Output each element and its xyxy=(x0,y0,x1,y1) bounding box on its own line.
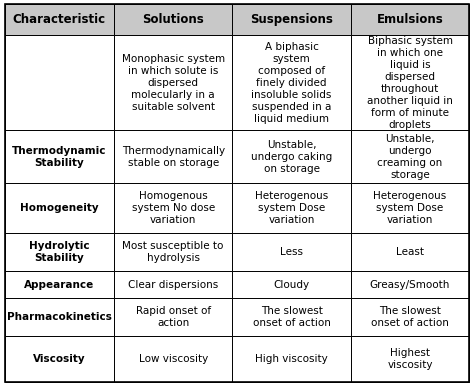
Bar xyxy=(5,271,114,298)
Bar xyxy=(351,183,469,233)
Bar xyxy=(351,233,469,271)
Bar xyxy=(5,336,114,382)
Text: Emulsions: Emulsions xyxy=(377,13,443,26)
Text: Cloudy: Cloudy xyxy=(273,279,310,290)
Bar xyxy=(114,35,232,130)
Text: Monophasic system
in which solute is
dispersed
molecularly in a
suitable solvent: Monophasic system in which solute is dis… xyxy=(121,54,225,112)
Text: Highest
viscosity: Highest viscosity xyxy=(387,348,433,370)
Bar xyxy=(232,35,351,130)
Bar xyxy=(351,130,469,183)
Bar xyxy=(5,4,114,35)
Text: The slowest
onset of action: The slowest onset of action xyxy=(371,306,449,328)
Bar xyxy=(351,35,469,130)
Text: Less: Less xyxy=(280,247,303,257)
Text: Thermodynamic
Stability: Thermodynamic Stability xyxy=(12,146,107,168)
Text: Homogenous
system No dose
variation: Homogenous system No dose variation xyxy=(131,191,215,225)
Text: Thermodynamically
stable on storage: Thermodynamically stable on storage xyxy=(121,146,225,168)
Bar xyxy=(351,336,469,382)
Text: Unstable,
undergo
creaming on
storage: Unstable, undergo creaming on storage xyxy=(377,134,443,180)
Text: Solutions: Solutions xyxy=(142,13,204,26)
Text: Heterogenous
system Dose
variation: Heterogenous system Dose variation xyxy=(374,191,447,225)
Text: Greasy/Smooth: Greasy/Smooth xyxy=(370,279,450,290)
Bar xyxy=(114,233,232,271)
Text: Clear dispersions: Clear dispersions xyxy=(128,279,218,290)
Bar xyxy=(351,271,469,298)
Bar xyxy=(232,336,351,382)
Bar xyxy=(5,233,114,271)
Bar xyxy=(114,336,232,382)
Bar xyxy=(114,298,232,336)
Text: The slowest
onset of action: The slowest onset of action xyxy=(253,306,330,328)
Bar xyxy=(5,130,114,183)
Text: Characteristic: Characteristic xyxy=(13,13,106,26)
Text: Homogeneity: Homogeneity xyxy=(20,203,99,213)
Text: A biphasic
system
composed of
finely divided
insoluble solids
suspended in a
liq: A biphasic system composed of finely div… xyxy=(251,42,332,124)
Bar xyxy=(232,4,351,35)
Text: Low viscosity: Low viscosity xyxy=(138,354,208,364)
Text: Rapid onset of
action: Rapid onset of action xyxy=(136,306,210,328)
Text: Viscosity: Viscosity xyxy=(33,354,86,364)
Bar xyxy=(114,4,232,35)
Text: Least: Least xyxy=(396,247,424,257)
Bar xyxy=(232,298,351,336)
Text: Appearance: Appearance xyxy=(24,279,94,290)
Bar xyxy=(114,271,232,298)
Bar xyxy=(351,4,469,35)
Text: Suspensions: Suspensions xyxy=(250,13,333,26)
Bar xyxy=(5,298,114,336)
Bar xyxy=(232,183,351,233)
Text: Most susceptible to
hydrolysis: Most susceptible to hydrolysis xyxy=(122,241,224,263)
Text: Heterogenous
system Dose
variation: Heterogenous system Dose variation xyxy=(255,191,328,225)
Text: Pharmacokinetics: Pharmacokinetics xyxy=(7,312,112,322)
Text: High viscosity: High viscosity xyxy=(255,354,328,364)
Bar xyxy=(5,183,114,233)
Text: Unstable,
undergo caking
on storage: Unstable, undergo caking on storage xyxy=(251,140,332,174)
Bar xyxy=(232,233,351,271)
Bar xyxy=(114,183,232,233)
Bar xyxy=(232,271,351,298)
Bar xyxy=(114,130,232,183)
Bar xyxy=(232,130,351,183)
Text: Hydrolytic
Stability: Hydrolytic Stability xyxy=(29,241,90,263)
Text: Biphasic system
in which one
liquid is
dispersed
throughout
another liquid in
fo: Biphasic system in which one liquid is d… xyxy=(367,36,453,130)
Bar xyxy=(5,35,114,130)
Bar xyxy=(351,298,469,336)
